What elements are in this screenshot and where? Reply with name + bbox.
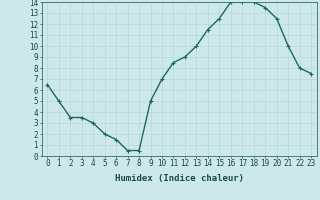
X-axis label: Humidex (Indice chaleur): Humidex (Indice chaleur) [115,174,244,183]
